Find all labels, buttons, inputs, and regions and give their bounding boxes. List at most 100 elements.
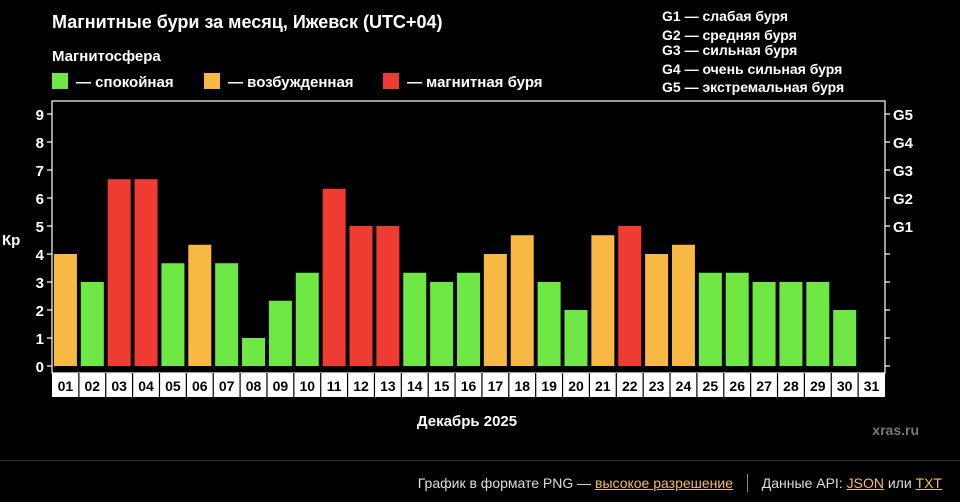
- bar-01: [53, 254, 77, 366]
- x-tick-label-01: 01: [58, 378, 74, 394]
- bar-19: [537, 282, 561, 366]
- bar-22: [618, 226, 642, 366]
- bar-28: [779, 282, 803, 366]
- bar-20: [564, 310, 588, 366]
- x-tick-label-02: 02: [85, 378, 101, 394]
- bar-05: [161, 263, 185, 366]
- y-tick-label-3: 3: [36, 275, 44, 292]
- x-tick-label-23: 23: [649, 378, 665, 394]
- bar-03: [107, 179, 131, 366]
- bar-29: [806, 282, 830, 366]
- y-tick-label-7: 7: [36, 163, 44, 180]
- legend-swatch-quiet: [52, 73, 68, 89]
- x-tick-label-22: 22: [622, 378, 638, 394]
- x-tick-label-17: 17: [488, 378, 504, 394]
- x-tick-label-05: 05: [165, 378, 181, 394]
- high-resolution-link[interactable]: высокое разрешение: [595, 475, 733, 491]
- x-tick-label-14: 14: [407, 378, 423, 394]
- footer-api-text: Данные API:: [761, 475, 843, 491]
- legend-label-active: — возбужденная: [228, 74, 354, 91]
- x-tick-label-10: 10: [299, 378, 315, 394]
- footer: График в формате PNG — высокое разрешени…: [0, 460, 960, 502]
- x-tick-label-31: 31: [864, 378, 880, 394]
- bar-08: [242, 338, 266, 366]
- footer-png-text: График в формате PNG —: [417, 475, 592, 491]
- bar-06: [188, 244, 212, 366]
- storm-scale-g5: G5 — экстремальная буря: [662, 79, 844, 95]
- x-tick-label-03: 03: [111, 378, 127, 394]
- x-tick-label-12: 12: [353, 378, 369, 394]
- x-tick-label-04: 04: [138, 378, 154, 394]
- x-tick-label-19: 19: [541, 378, 557, 394]
- right-tick-label-g5: G5: [893, 107, 913, 124]
- bar-14: [403, 272, 427, 366]
- bars: [53, 179, 857, 366]
- y-tick-label-9: 9: [36, 107, 44, 124]
- bar-27: [752, 282, 776, 366]
- x-tick-label-07: 07: [219, 378, 235, 394]
- x-tick-label-06: 06: [192, 378, 208, 394]
- x-tick-label-21: 21: [595, 378, 611, 394]
- bar-30: [833, 310, 857, 366]
- right-tick-label-g4: G4: [893, 135, 914, 152]
- right-tick-label-g1: G1: [893, 219, 913, 236]
- x-tick-label-25: 25: [703, 378, 719, 394]
- bar-23: [645, 254, 669, 366]
- storm-scale-g4: G4 — очень сильная буря: [662, 61, 842, 77]
- bar-26: [725, 272, 749, 366]
- bar-21: [591, 235, 615, 366]
- bar-13: [376, 226, 400, 366]
- x-tick-label-08: 08: [246, 378, 262, 394]
- y-tick-label-6: 6: [36, 191, 44, 208]
- footer-or-text: или: [887, 475, 912, 491]
- x-tick-label-24: 24: [676, 378, 692, 394]
- x-tick-label-15: 15: [434, 378, 450, 394]
- bar-10: [295, 272, 319, 366]
- storm-scale-g3: G3 — сильная буря: [662, 42, 797, 58]
- x-tick-labels: 01 02 03 04 05 06 07 08 09 10 11 12 13 14 15 16 17 18 19 20…: [58, 373, 880, 397]
- x-tick-label-16: 16: [461, 378, 477, 394]
- y-tick-label-1: 1: [36, 331, 44, 348]
- bar-12: [349, 226, 373, 366]
- bar-07: [215, 263, 239, 366]
- bar-24: [671, 244, 695, 366]
- x-tick-label-27: 27: [756, 378, 772, 394]
- watermark: xras.ru: [872, 422, 919, 438]
- y-tick-label-4: 4: [36, 247, 45, 264]
- storm-scale-g1: G1 — слабая буря: [662, 8, 788, 24]
- bar-04: [134, 179, 158, 366]
- x-tick-label-20: 20: [568, 378, 584, 394]
- txt-link[interactable]: TXT: [915, 475, 942, 491]
- y-tick-label-5: 5: [36, 219, 44, 236]
- bar-25: [698, 272, 722, 366]
- right-tick-label-g2: G2: [893, 191, 913, 208]
- kp-chart: Магнитные бури за месяц, Ижевск (UTC+04)…: [2, 8, 919, 438]
- axis-ticks: 0 1 2 3 4 5 6 7 8 9 G1 G2 G3 G4 G5: [36, 107, 914, 376]
- bar-11: [322, 188, 346, 366]
- legend-title: Магнитосфера: [52, 48, 161, 65]
- bar-02: [80, 282, 104, 366]
- storm-scale-legend: G1 — слабая буря G2 — средняя буря G3 — …: [662, 8, 844, 95]
- bar-17: [483, 254, 507, 366]
- legend-label-quiet: — спокойная: [76, 74, 174, 91]
- x-tick-label-09: 09: [273, 378, 289, 394]
- json-link[interactable]: JSON: [846, 475, 884, 491]
- x-tick-label-18: 18: [514, 378, 530, 394]
- right-tick-label-g3: G3: [893, 163, 913, 180]
- storm-scale-g2: G2 — средняя буря: [662, 27, 797, 43]
- y-tick-label-8: 8: [36, 135, 44, 152]
- x-tick-label-13: 13: [380, 378, 396, 394]
- x-tick-label-30: 30: [837, 378, 853, 394]
- y-tick-label-2: 2: [36, 303, 44, 320]
- x-axis-title: Декабрь 2025: [417, 413, 517, 430]
- bar-16: [457, 272, 480, 366]
- legend-swatch-active: [204, 73, 220, 89]
- bar-18: [510, 235, 534, 366]
- bar-15: [430, 282, 454, 366]
- bar-09: [268, 300, 292, 366]
- legend-swatch-storm: [383, 73, 399, 89]
- x-tick-label-29: 29: [810, 378, 826, 394]
- x-tick-label-26: 26: [729, 378, 745, 394]
- y-axis-label: Кр: [2, 232, 20, 249]
- x-axis-band: [52, 373, 885, 397]
